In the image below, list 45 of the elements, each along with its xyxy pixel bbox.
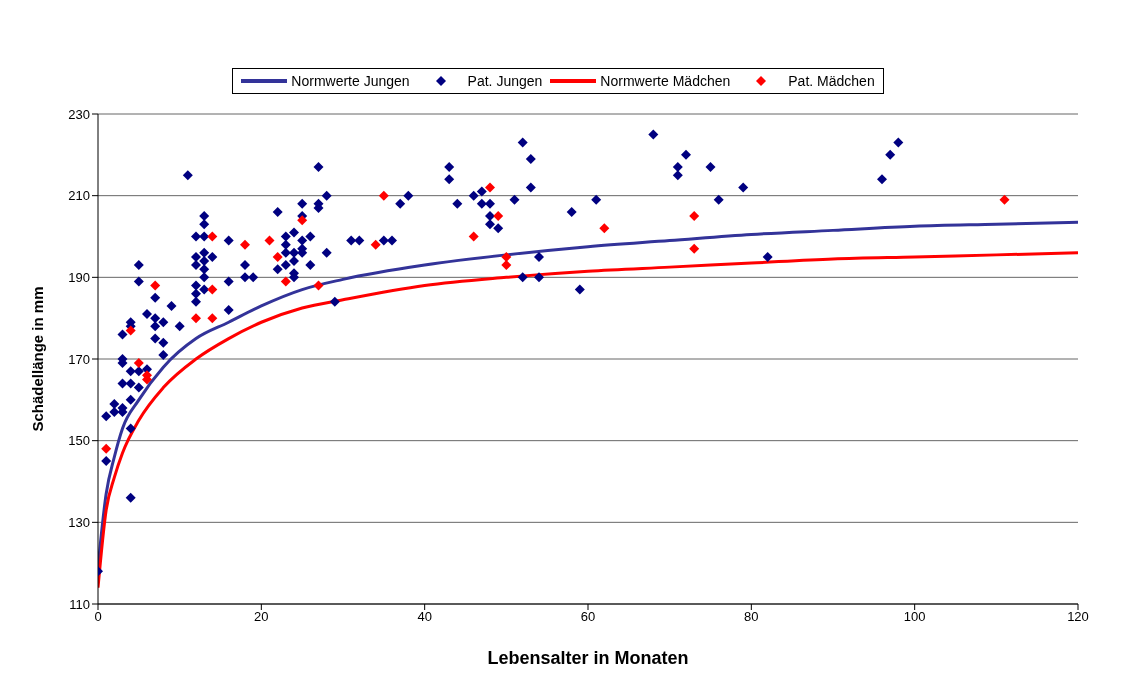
point [689,243,700,254]
point [313,280,324,291]
y-tick-label: 150 [68,433,90,449]
point [101,443,112,454]
point [191,313,201,324]
point [272,251,283,262]
y-tick-label: 110 [69,596,90,612]
y-tick-label: 230 [68,106,90,122]
point [207,284,218,295]
point [599,223,610,234]
point [485,182,495,193]
point [501,260,512,271]
x-tick-label: 100 [903,609,926,625]
point [280,276,291,287]
x-tick-label: 20 [254,609,269,625]
point [264,235,275,246]
y-tick-label: 190 [68,269,90,285]
y-tick-label: 130 [68,514,90,530]
point [297,215,308,226]
point [378,190,389,201]
legend-label: Pat. Jungen [466,73,543,89]
x-axis-title: Lebensalter in Monaten [487,648,689,668]
x-tick-label: 40 [417,609,432,625]
x-tick-label: 0 [94,609,102,625]
point [125,325,136,336]
x-tick-label: 60 [580,609,596,625]
point [207,231,218,242]
point [999,194,1010,205]
y-tick-label: 210 [68,188,90,204]
point [207,313,218,324]
legend-label: Normwerte Mädchen [599,73,731,89]
x-tick-label: 120 [1067,609,1089,625]
y-tick-label: 170 [68,351,90,367]
point [501,251,512,262]
point [689,211,700,222]
point [370,239,381,250]
point [133,358,144,369]
point [240,239,250,250]
point [150,280,161,291]
point [493,211,504,222]
x-tick-label: 80 [744,609,759,625]
y-axis-title: Schädellänge in mm [29,286,47,432]
point [468,231,479,242]
legend-label: Pat. Mädchen [787,73,875,89]
legend-label: Normwerte Jungen [290,73,410,89]
